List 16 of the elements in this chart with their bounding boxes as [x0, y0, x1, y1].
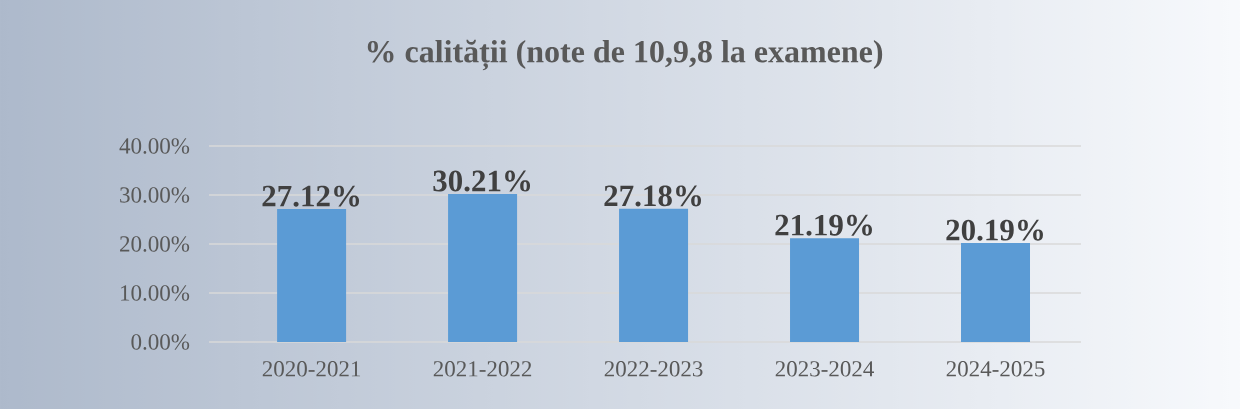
y-tick-label: 40.00%: [119, 138, 190, 154]
x-tick-label: 2020-2021: [262, 361, 361, 377]
x-tick-label: 2022-2023: [604, 361, 703, 377]
y-tick-label: 30.00%: [120, 187, 190, 203]
y-tick-label: 10.00%: [121, 285, 190, 301]
x-tick-label: 2023-2024: [775, 361, 874, 377]
data-label: 20.19%: [946, 219, 1043, 241]
data-label: 30.21%: [433, 170, 531, 192]
x-tick-label: 2021-2022: [433, 361, 532, 377]
x-tick-label: 2024-2025: [946, 361, 1045, 377]
y-tick-label: 0.00%: [131, 334, 190, 350]
chart-title: % calității (note de 10,9,8 la examene): [367, 39, 883, 71]
y-tick-label: 20.00%: [120, 236, 190, 252]
data-label: 21.19%: [775, 214, 872, 236]
data-label: 27.12%: [262, 185, 360, 207]
data-label: 27.18%: [604, 185, 701, 207]
